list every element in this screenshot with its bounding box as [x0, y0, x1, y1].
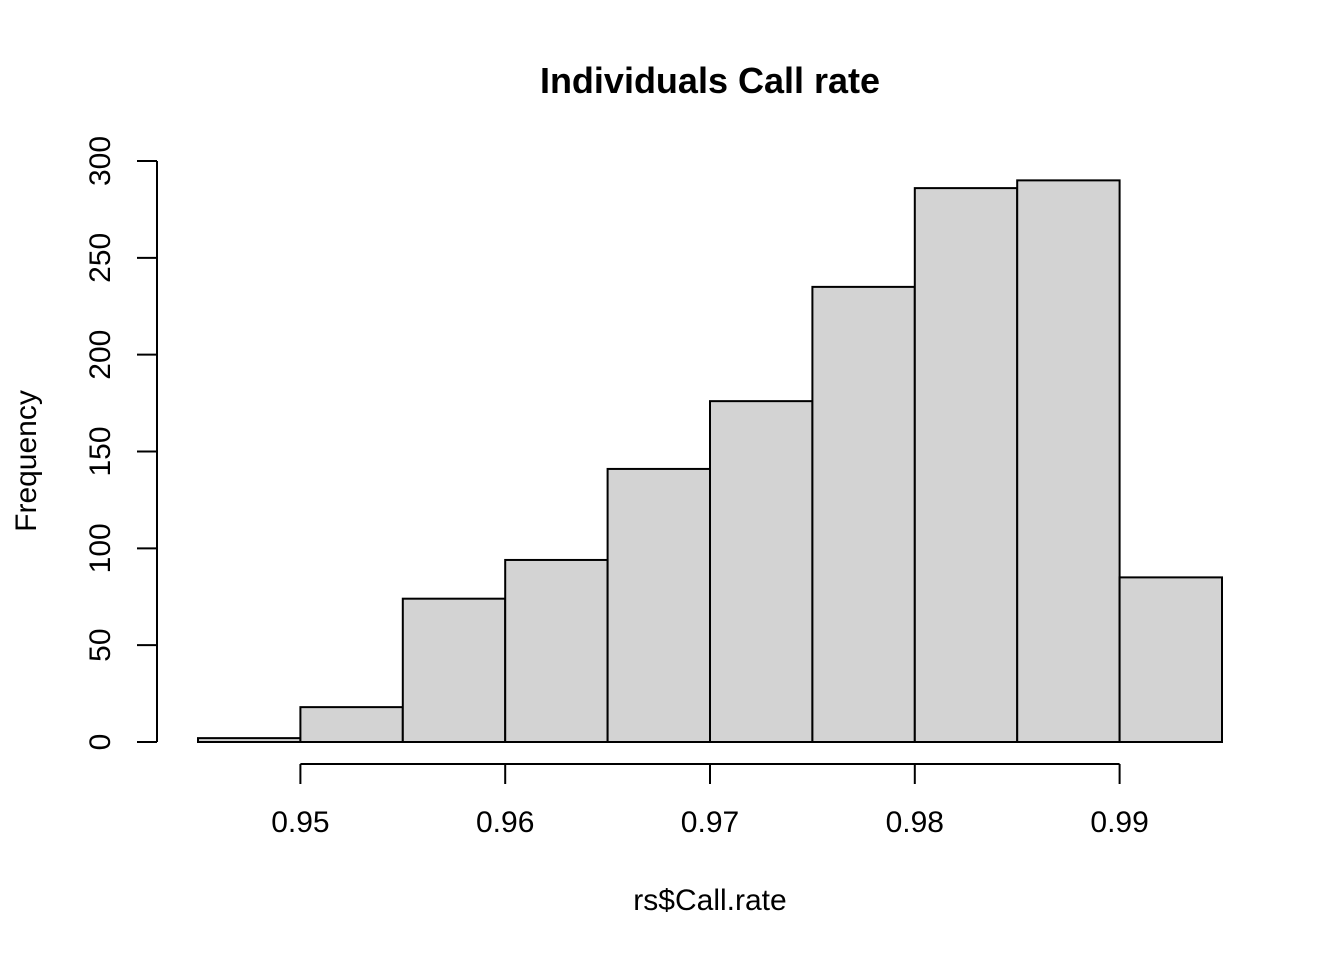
histogram-bar-6	[811, 285, 916, 743]
x-tick-label-3: 0.98	[886, 806, 944, 839]
y-axis-label: Frequency	[10, 390, 43, 532]
y-tick-label-0: 0	[84, 734, 117, 751]
y-tick-label-6: 300	[84, 136, 117, 186]
y-tick-label-1: 50	[84, 628, 117, 661]
histogram-bars	[197, 179, 1223, 744]
y-tick-label-2: 100	[84, 523, 117, 573]
x-axis: 0.95 0.96 0.97 0.98 0.99	[271, 763, 1149, 839]
histogram-bar-4	[606, 467, 711, 743]
y-tick-label-5: 250	[84, 233, 117, 283]
histogram-bar-7	[913, 187, 1019, 743]
histogram-bar-0	[197, 737, 302, 743]
x-tick-label-1: 0.96	[476, 806, 534, 839]
y-tick-label-4: 200	[84, 330, 117, 380]
x-tick-label-2: 0.97	[681, 806, 739, 839]
histogram-bar-8	[1016, 179, 1121, 744]
histogram-bar-9	[1118, 576, 1223, 744]
y-tick-label-3: 150	[84, 426, 117, 476]
y-axis: 0 50 100 150 200 250 300	[84, 136, 158, 751]
chart-title: Individuals Call rate	[540, 60, 880, 101]
histogram-bar-5	[709, 400, 814, 743]
histogram-bar-3	[504, 558, 609, 743]
x-tick-label-0: 0.95	[271, 806, 329, 839]
histogram-bar-1	[299, 706, 404, 744]
x-axis-label: rs$Call.rate	[633, 884, 786, 917]
x-tick-label-4: 0.99	[1090, 806, 1148, 839]
histogram-bar-2	[401, 597, 507, 743]
